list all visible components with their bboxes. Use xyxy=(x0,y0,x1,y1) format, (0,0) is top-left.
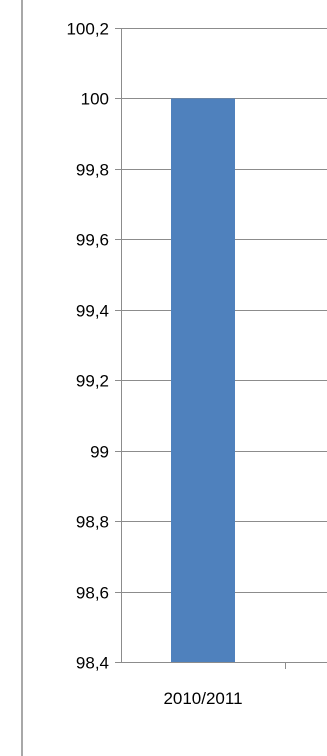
y-tick-label: 99,2 xyxy=(76,372,109,391)
y-tick-label: 99,4 xyxy=(76,302,109,321)
y-tick-label: 99 xyxy=(90,443,109,462)
x-axis-ticks: 2010/201120 xyxy=(163,662,286,708)
y-tick-label: 100,2 xyxy=(66,20,109,39)
y-tick-label: 99,8 xyxy=(76,161,109,180)
bars xyxy=(171,98,235,662)
y-tick-label: 98,4 xyxy=(76,654,109,673)
bar-2010/2011 xyxy=(171,98,235,662)
y-tick-label: 100 xyxy=(81,90,109,109)
x-tick-label: 2010/2011 xyxy=(163,689,242,708)
y-tick-label: 98,8 xyxy=(76,513,109,532)
y-tick-label: 99,6 xyxy=(76,231,109,250)
y-axis-ticks: 100,2 100 99,8 99,6 99,4 99,2 99 98,8 98,6 98,4 xyxy=(66,20,121,673)
y-tick-label: 98,6 xyxy=(76,584,109,603)
